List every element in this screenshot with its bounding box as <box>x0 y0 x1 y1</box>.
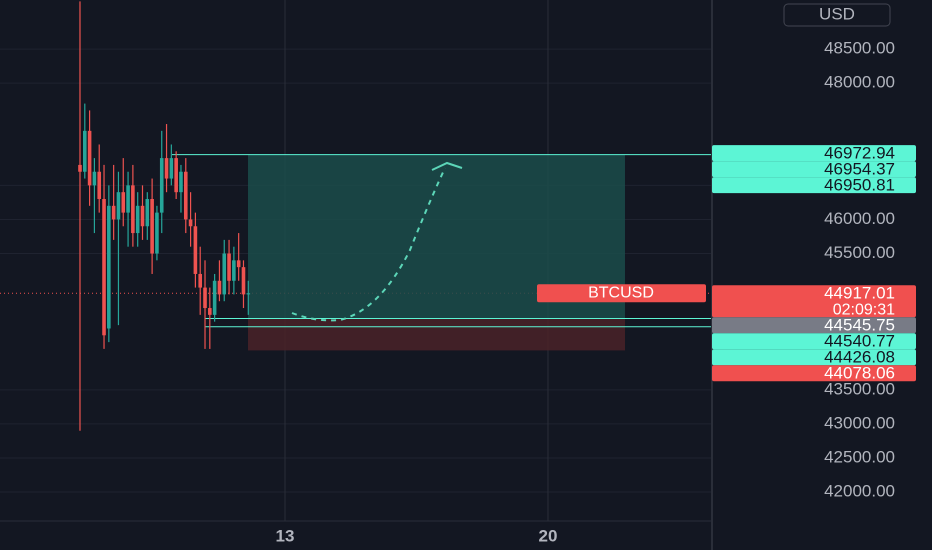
candle-body <box>222 253 227 295</box>
candle-body <box>212 280 217 315</box>
candle-body <box>102 198 106 336</box>
candle-body <box>232 260 236 281</box>
candle-body <box>97 171 102 199</box>
price-label: 44917.01 <box>824 284 895 303</box>
y-tick-label: 43000.00 <box>824 413 895 432</box>
y-tick-label: 48500.00 <box>824 39 895 58</box>
candle-body <box>236 260 241 268</box>
y-tick-label: 46000.00 <box>824 209 895 228</box>
candle-body <box>78 164 82 172</box>
candle-body <box>159 158 164 213</box>
countdown: 02:09:31 <box>833 301 895 318</box>
symbol-tag <box>537 284 706 303</box>
candle-body <box>155 212 159 254</box>
y-tick-label: 42500.00 <box>824 447 895 466</box>
price-label: 44540.77 <box>824 332 895 351</box>
candle-body <box>164 158 169 179</box>
candle-body <box>179 171 183 193</box>
candle-body <box>121 192 126 213</box>
loss-zone <box>247 318 625 351</box>
currency-label[interactable]: USD <box>819 4 855 23</box>
price-label-box <box>712 161 916 178</box>
candle-body <box>131 185 135 234</box>
candle-body <box>169 158 174 179</box>
candle-body <box>87 130 92 186</box>
y-tick-label: 43500.00 <box>824 379 895 398</box>
candle-body <box>111 205 116 220</box>
price-label-box <box>712 365 916 382</box>
price-label-box <box>712 177 916 194</box>
price-label-box <box>712 333 916 350</box>
price-label-box <box>712 285 916 318</box>
forecast-arrow <box>291 167 446 322</box>
candle-body <box>107 205 111 329</box>
price-label: 44426.08 <box>824 348 895 367</box>
candle-body <box>217 280 222 295</box>
y-tick-label: 48000.00 <box>824 73 895 92</box>
candle-body <box>183 171 188 220</box>
candle-body <box>116 192 121 220</box>
candle-body <box>174 158 178 193</box>
y-tick-label: 45500.00 <box>824 243 895 262</box>
candle-body <box>203 287 207 309</box>
candle-body <box>188 219 193 227</box>
price-label: 44078.06 <box>824 364 895 383</box>
symbol-label: BTCUSD <box>588 284 654 301</box>
candle-body <box>150 198 154 254</box>
price-label: 46972.94 <box>824 144 895 163</box>
arrow-head <box>431 161 463 171</box>
candle-body <box>135 205 140 234</box>
price-label-box <box>712 317 916 334</box>
x-tick-label: 20 <box>539 526 558 545</box>
candle-body <box>145 198 150 227</box>
candle-body <box>208 308 212 315</box>
candle-body <box>140 205 145 227</box>
price-label-box <box>712 145 916 162</box>
candle-body <box>193 226 198 274</box>
candle-body <box>82 130 87 172</box>
price-label: 46950.81 <box>824 176 895 195</box>
candle-body <box>241 267 246 295</box>
candle-body <box>246 293 251 295</box>
candle-body <box>126 185 130 213</box>
price-label-box <box>712 349 916 366</box>
currency-button[interactable] <box>783 3 891 27</box>
price-label: 44545.75 <box>824 316 895 335</box>
candle-body <box>198 273 203 288</box>
candle-body <box>92 171 97 186</box>
price-label: 46954.37 <box>824 160 895 179</box>
y-tick-label: 42000.00 <box>824 482 895 501</box>
candle-body <box>227 253 231 281</box>
x-tick-label: 13 <box>276 526 295 545</box>
